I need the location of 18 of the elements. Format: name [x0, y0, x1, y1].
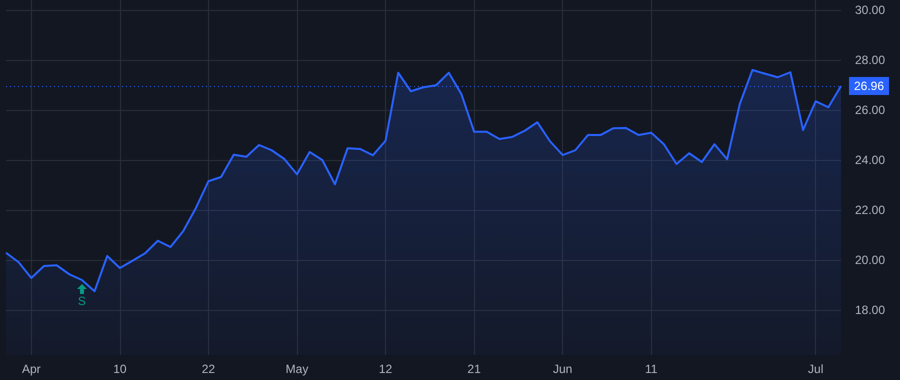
y-tick-label: 22.00: [855, 203, 886, 217]
y-tick-label: 30.00: [855, 3, 886, 17]
x-tick-label: Jul: [808, 362, 824, 376]
x-tick-label: 22: [202, 362, 216, 376]
x-tick-label: 21: [467, 362, 482, 376]
y-tick-label: 26.00: [855, 103, 886, 117]
x-tick-label: May: [286, 362, 308, 376]
y-tick-label: 20.00: [855, 253, 886, 267]
x-tick-label: 12: [378, 362, 393, 376]
x-tick-label: Apr: [22, 362, 41, 376]
y-tick-label: 28.00: [855, 53, 886, 67]
annotation: S: [76, 294, 87, 308]
ref-line-label: 26.96: [854, 79, 884, 93]
y-tick-label: 18.00: [855, 303, 886, 317]
y-tick-label: 24.00: [855, 153, 886, 167]
x-tick-label: 10: [113, 362, 127, 376]
x-tick-label: 11: [644, 362, 658, 376]
x-tick-label: Jun: [552, 362, 572, 376]
